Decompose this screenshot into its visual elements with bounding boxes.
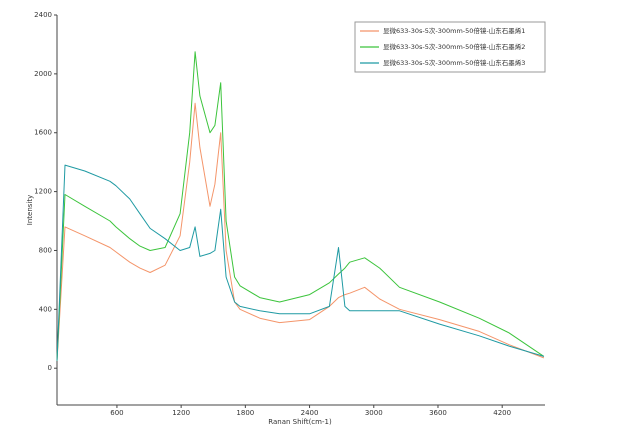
x-axis-label: Ranan Shift(cm-1) — [268, 418, 332, 426]
y-axis-label: Intensity — [26, 195, 34, 225]
legend-label: 显微633-30s-5次-300mm-50倍镜-山东石墨烯1 — [383, 26, 525, 35]
series-line — [56, 102, 545, 361]
y-tick-label: 1200 — [34, 188, 52, 196]
x-tick-label: 1200 — [172, 409, 190, 417]
x-tick-label: 3000 — [365, 409, 383, 417]
x-tick-label: 600 — [110, 409, 123, 417]
x-tick-label: 1800 — [236, 409, 254, 417]
x-tick-label: 3600 — [429, 409, 447, 417]
x-tick-label: 4200 — [493, 409, 511, 417]
x-tick-label: 2400 — [301, 409, 319, 417]
series-line — [56, 51, 545, 361]
y-tick-label: 2000 — [34, 70, 52, 78]
y-tick-label: 1600 — [34, 129, 52, 137]
plot-area — [57, 15, 545, 405]
y-tick-label: 0 — [48, 364, 52, 372]
legend-label: 显微633-30s-5次-300mm-50倍镜-山东石墨烯3 — [383, 58, 525, 67]
y-tick-label: 2400 — [34, 11, 52, 19]
legend-label: 显微633-30s-5次-300mm-50倍镜-山东石墨烯2 — [383, 42, 525, 51]
series-line — [56, 164, 545, 361]
legend-box — [354, 21, 546, 73]
y-tick-label: 400 — [39, 305, 52, 313]
y-tick-label: 800 — [39, 246, 52, 254]
